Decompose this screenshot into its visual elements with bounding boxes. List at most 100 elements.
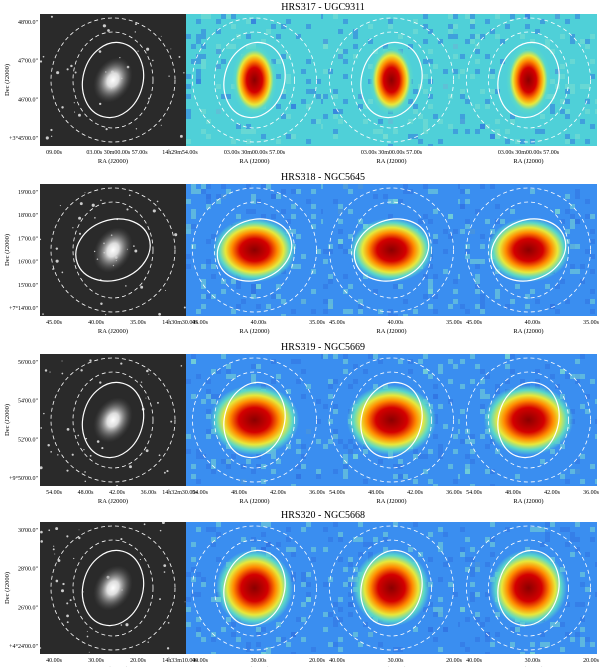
noise-pixel (311, 269, 316, 274)
noise-pixel (480, 409, 485, 414)
noise-pixel (353, 379, 358, 384)
noise-pixel (580, 354, 585, 359)
noise-pixel (460, 642, 465, 647)
noise-pixel (575, 547, 580, 552)
noise-pixel (575, 632, 580, 637)
noise-pixel (196, 74, 201, 79)
noise-pixel (201, 14, 206, 19)
inner-annulus (488, 31, 569, 129)
star (73, 557, 75, 560)
noise-pixel (408, 189, 413, 194)
noise-pixel (413, 19, 418, 24)
star (99, 102, 102, 106)
noise-pixel (353, 54, 358, 59)
noise-pixel (460, 94, 465, 99)
noise-pixel (301, 617, 306, 622)
noise-pixel (251, 537, 256, 542)
noise-pixel (333, 429, 338, 434)
inner-annulus (214, 539, 295, 637)
noise-pixel (490, 537, 495, 542)
noise-pixel (311, 647, 316, 652)
star (80, 369, 83, 372)
noise-pixel (565, 209, 570, 214)
noise-pixel (398, 34, 403, 39)
noise-pixel (575, 219, 580, 224)
noise-pixel (211, 527, 216, 532)
noise-pixel (490, 74, 495, 79)
noise-pixel (286, 229, 291, 234)
noise-pixel (460, 547, 465, 552)
noise-pixel (196, 54, 201, 59)
noise-pixel (460, 384, 465, 389)
noise-pixel (206, 434, 211, 439)
star (42, 313, 44, 315)
noise-pixel (368, 99, 373, 104)
noise-pixel (423, 39, 428, 44)
noise-pixel (206, 204, 211, 209)
noise-pixel (570, 204, 575, 209)
noise-pixel (191, 214, 196, 219)
noise-pixel (328, 274, 333, 279)
noise-pixel (186, 449, 191, 454)
noise-pixel (428, 264, 433, 269)
x-axis-label: RA (J2000) (376, 328, 406, 335)
noise-pixel (291, 632, 296, 637)
noise-pixel (211, 537, 216, 542)
noise-pixel (505, 354, 510, 359)
aperture (223, 381, 286, 459)
noise-pixel (368, 64, 373, 69)
noise-pixel (585, 299, 590, 304)
noise-pixel (316, 469, 321, 474)
noise-pixel (480, 89, 485, 94)
noise-pixel (470, 439, 475, 444)
noise-pixel (316, 119, 321, 124)
noise-pixel (196, 79, 201, 84)
star (133, 245, 135, 247)
image-panel (40, 354, 186, 486)
image-panel (40, 14, 186, 146)
noise-pixel (475, 567, 480, 572)
noise-pixel (231, 44, 236, 49)
star (128, 194, 131, 197)
noise-pixel (348, 577, 353, 582)
noise-pixel (383, 532, 388, 537)
noise-pixel (201, 34, 206, 39)
noise-pixel (211, 597, 216, 602)
noise-pixel (393, 314, 398, 316)
noise-pixel (540, 642, 545, 647)
star (183, 72, 185, 74)
noise-pixel (333, 617, 338, 622)
noise-pixel (515, 139, 520, 144)
noise-pixel (453, 24, 458, 29)
noise-pixel (530, 189, 535, 194)
noise-pixel (291, 547, 296, 552)
noise-pixel (226, 374, 231, 379)
noise-pixel (560, 622, 565, 627)
star (43, 412, 45, 415)
noise-pixel (311, 224, 316, 229)
noise-pixel (495, 294, 500, 299)
noise-pixel (301, 527, 306, 532)
noise-pixel (465, 557, 470, 562)
noise-pixel (338, 49, 343, 54)
noise-pixel (550, 104, 555, 109)
noise-pixel (286, 527, 291, 532)
noise-pixel (580, 642, 585, 647)
x-tick-label: 42.00s (109, 490, 126, 496)
image-panel (323, 522, 463, 654)
noise-pixel (333, 14, 338, 19)
noise-pixel (201, 264, 206, 269)
noise-pixel (475, 259, 480, 264)
noise-pixel (256, 632, 261, 637)
noise-pixel (585, 99, 590, 104)
noise-pixel (338, 597, 343, 602)
x-axis-label: RA (J2000) (239, 158, 269, 165)
noise-pixel (545, 284, 550, 289)
noise-pixel (475, 617, 480, 622)
aperture (360, 549, 423, 627)
x-tick-label: 03.00s 30m00.00s 57.00s (361, 150, 423, 156)
noise-pixel (226, 364, 231, 369)
noise-pixel (413, 134, 418, 139)
noise-pixel (510, 642, 515, 647)
y-tick-label: 56'00.0" (18, 360, 39, 366)
